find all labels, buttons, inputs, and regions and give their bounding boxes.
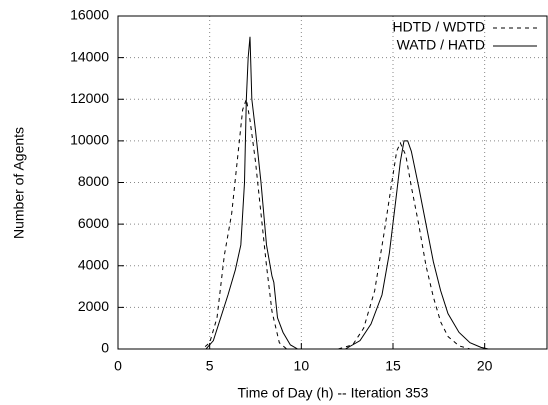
- legend-label: HDTD / WDTD: [392, 19, 485, 35]
- x-tick-label: 5: [206, 358, 214, 374]
- x-tick-label: 15: [385, 358, 401, 374]
- x-axis-label: Time of Day (h) -- Iteration 353: [238, 385, 429, 401]
- y-axis-label: Number of Agents: [11, 127, 27, 239]
- y-tick-label: 0: [101, 340, 109, 356]
- legend-label: WATD / HATD: [397, 37, 485, 53]
- y-tick-label: 4000: [78, 256, 109, 272]
- series-line: [118, 36, 547, 350]
- series-line: [118, 97, 547, 350]
- y-tick-label: 6000: [78, 215, 109, 231]
- y-tick-label: 12000: [70, 90, 109, 106]
- y-tick-label: 16000: [70, 7, 109, 23]
- y-tick-label: 2000: [78, 298, 109, 314]
- y-tick-label: 8000: [78, 173, 109, 189]
- y-tick-label: 10000: [70, 132, 109, 148]
- x-tick-label: 0: [114, 358, 122, 374]
- x-tick-label: 20: [477, 358, 493, 374]
- y-tick-label: 14000: [70, 48, 109, 64]
- x-tick-label: 10: [294, 358, 310, 374]
